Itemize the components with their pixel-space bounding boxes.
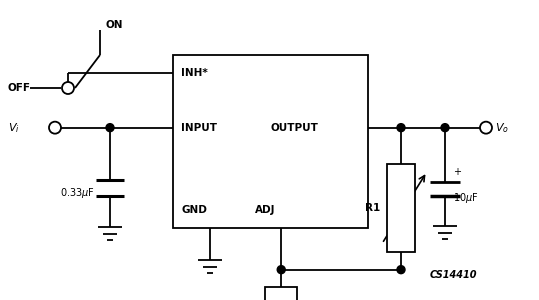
- Circle shape: [49, 122, 61, 134]
- Text: R1: R1: [365, 203, 380, 213]
- Circle shape: [397, 124, 405, 132]
- Text: $V_i$: $V_i$: [8, 121, 20, 135]
- Text: OFF: OFF: [8, 83, 31, 93]
- Circle shape: [106, 124, 114, 132]
- Text: OUTPUT: OUTPUT: [271, 123, 319, 133]
- Text: INH*: INH*: [181, 68, 208, 78]
- Text: 0.33$\mu$F: 0.33$\mu$F: [60, 186, 95, 200]
- Circle shape: [480, 122, 492, 134]
- Text: ON: ON: [105, 20, 122, 30]
- Text: $V_o$: $V_o$: [495, 121, 509, 135]
- Circle shape: [277, 266, 285, 274]
- Bar: [265, 287, 297, 300]
- Circle shape: [441, 124, 449, 132]
- Circle shape: [397, 266, 405, 274]
- Text: GND: GND: [181, 205, 207, 215]
- Text: CS14410: CS14410: [430, 270, 478, 280]
- Text: ADJ: ADJ: [255, 205, 275, 215]
- Bar: [173, 55, 368, 228]
- Text: 10$\mu$F: 10$\mu$F: [453, 191, 479, 205]
- Bar: [387, 164, 415, 252]
- Text: +: +: [453, 167, 461, 177]
- Circle shape: [62, 82, 74, 94]
- Text: INPUT: INPUT: [181, 123, 217, 133]
